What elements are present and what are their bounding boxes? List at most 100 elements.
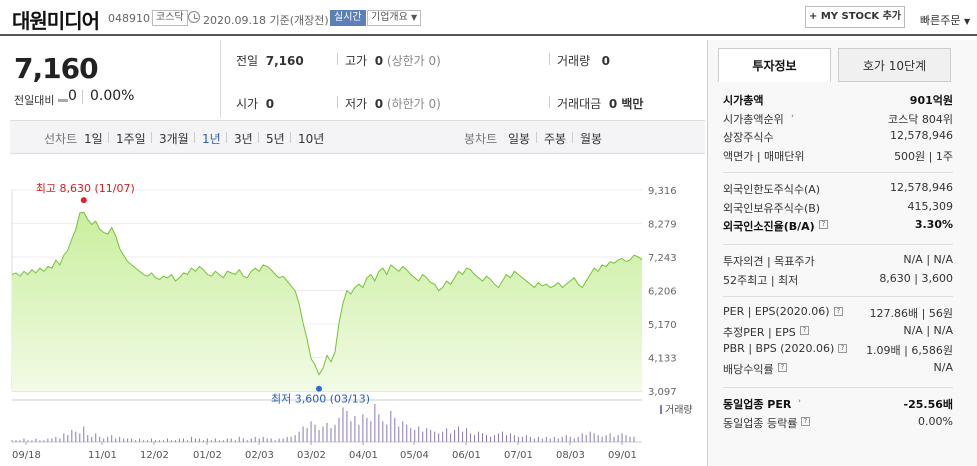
info-arrow-icon[interactable]: › xyxy=(798,397,801,405)
divider xyxy=(226,132,227,143)
volume-value: 0 xyxy=(601,54,610,68)
tab-3y[interactable]: 3년 xyxy=(234,132,253,146)
high-annotation: 최고 8,630 (11/07) xyxy=(36,182,135,195)
stock-code: 048910 xyxy=(108,12,150,25)
x-tick-label: 09/18 xyxy=(12,450,41,461)
info-row: 동일업종 등락률 0.00%? xyxy=(723,415,953,431)
info-row: 추정PER | EPS N/A | N/A? xyxy=(723,324,953,340)
info-label: 외국인한도주식수(A) xyxy=(723,183,821,196)
low-marker xyxy=(316,385,323,392)
company-name: 대원미디어 xyxy=(12,9,100,33)
upper-limit: (상한가 0) xyxy=(386,54,441,68)
info-value: 415,309 xyxy=(907,199,954,213)
divider xyxy=(194,132,195,143)
info-row: 외국인소진율(B/A) 3.30%? xyxy=(723,218,953,234)
info-label: 시가총액 xyxy=(723,94,764,107)
info-value: 3.30% xyxy=(914,218,953,231)
price-chart[interactable]: 9,316 8,279 7,243 6,206 5,170 4,133 3,097 09/1… xyxy=(10,170,707,466)
info-row: 배당수익률 N/A? xyxy=(723,361,953,377)
x-tick-label: 09/01 xyxy=(608,450,637,461)
tab-1y[interactable]: 1년 xyxy=(202,132,221,146)
tab-investment-info[interactable]: 투자정보 xyxy=(718,48,831,82)
tab-5y[interactable]: 5년 xyxy=(266,132,285,146)
help-icon[interactable]: ? xyxy=(800,325,809,335)
realtime-badge[interactable]: 실시간 xyxy=(330,10,366,26)
low-price: 저가 0 (하한가 0) xyxy=(345,95,441,112)
divider xyxy=(549,53,550,65)
tab-10y[interactable]: 10년 xyxy=(298,132,325,146)
help-icon[interactable]: ? xyxy=(838,344,847,353)
tab-3m[interactable]: 3개월 xyxy=(159,132,189,146)
info-row: 시가총액 901억원 xyxy=(723,92,953,108)
divider xyxy=(82,90,83,104)
quick-order-link[interactable]: 빠른주문 ▼ xyxy=(920,12,970,28)
tab-daily-candle[interactable]: 일봉 xyxy=(508,132,531,146)
info-label: PBR | BPS (2020.06) xyxy=(723,342,835,355)
x-tick-label: 07/01 xyxy=(504,450,533,461)
price-stats xyxy=(220,40,705,118)
tab-quote-10-levels[interactable]: 호가 10단계 xyxy=(838,48,951,82)
help-icon[interactable]: ? xyxy=(819,220,828,229)
info-value: 12,578,946 xyxy=(890,181,953,194)
info-label: 추정PER | EPS xyxy=(723,325,796,339)
open-value: 0 xyxy=(265,97,275,111)
divider xyxy=(536,132,537,143)
chevron-down-icon: ▼ xyxy=(963,17,971,26)
divider xyxy=(290,132,291,143)
open-label: 시가 xyxy=(236,97,259,111)
divider xyxy=(258,132,259,143)
investment-info-panel xyxy=(707,40,977,466)
tab-weekly-candle[interactable]: 주봉 xyxy=(544,132,567,146)
info-value: 901억원 xyxy=(909,94,953,107)
x-tick-label: 04/01 xyxy=(349,450,378,461)
open-price: 시가 0 xyxy=(236,95,274,112)
info-value: 0.00% xyxy=(918,414,953,428)
info-row: 동일업종 PER -25.56배 › xyxy=(723,396,953,412)
info-value: -25.56배 xyxy=(903,398,953,411)
company-overview-dropdown[interactable]: 기업개요 ▼ xyxy=(367,10,422,26)
y-tick-label: 3,097 xyxy=(648,387,677,398)
change-percent: 0.00% xyxy=(90,88,135,104)
current-price: 7,160 xyxy=(14,52,99,85)
market-badge: 코스닥 xyxy=(152,10,188,26)
high-label: 고가 xyxy=(345,54,368,68)
prev-close: 전일 7,160 xyxy=(236,52,304,69)
info-arrow-icon[interactable]: › xyxy=(791,111,794,120)
info-value: 1.09배 | 6,586원 xyxy=(866,344,953,357)
info-row: PBR | BPS (2020.06) 1.09배 | 6,586원? xyxy=(723,342,953,358)
tab-1w[interactable]: 1주일 xyxy=(116,132,146,146)
add-mystock-button[interactable]: + MY STOCK 추가 xyxy=(805,6,905,28)
info-label: 동일업종 PER xyxy=(723,398,792,411)
info-row: 시가총액순위 코스닥 804위 › xyxy=(723,111,953,127)
help-icon[interactable]: ? xyxy=(778,362,787,372)
x-tick-label: 12/02 xyxy=(140,450,169,461)
info-label: 동일업종 등락률 xyxy=(723,416,798,430)
volume-label: 거래량 xyxy=(557,54,591,68)
info-row: 외국인한도주식수(A) 12,578,946 xyxy=(723,181,953,197)
help-icon[interactable]: ? xyxy=(801,416,810,426)
chart-period-bar xyxy=(10,120,705,154)
info-value: 8,630 | 3,600 xyxy=(879,271,953,285)
y-tick-label: 9,316 xyxy=(648,186,677,197)
line-chart-label: 선차트 xyxy=(44,132,78,146)
y-tick-label: 6,206 xyxy=(648,287,677,298)
divider xyxy=(337,53,338,65)
help-icon[interactable]: ? xyxy=(834,307,843,316)
info-label: 시가총액순위 xyxy=(723,112,784,126)
divider xyxy=(723,172,953,173)
change-value: 0 xyxy=(68,88,77,104)
low-value: 0 xyxy=(374,97,384,111)
high-marker xyxy=(80,197,87,204)
info-value: 500원 | 1주 xyxy=(894,149,953,163)
info-row: 액면가 | 매매단위 500원 | 1주 xyxy=(723,148,953,164)
info-row: PER | EPS(2020.06) 127.86배 | 56원? xyxy=(723,305,953,321)
y-tick-label: 4,133 xyxy=(648,354,677,365)
clock-icon xyxy=(188,11,200,23)
info-row: 외국인보유주식수(B) 415,309 xyxy=(723,200,953,216)
x-tick-label: 05/04 xyxy=(400,450,429,461)
x-tick-label: 01/02 xyxy=(193,450,222,461)
info-label: 외국인소진율(B/A) xyxy=(723,220,815,233)
info-value: N/A xyxy=(933,360,953,374)
tab-monthly-candle[interactable]: 월봉 xyxy=(580,132,603,146)
tab-1d[interactable]: 1일 xyxy=(84,132,103,146)
